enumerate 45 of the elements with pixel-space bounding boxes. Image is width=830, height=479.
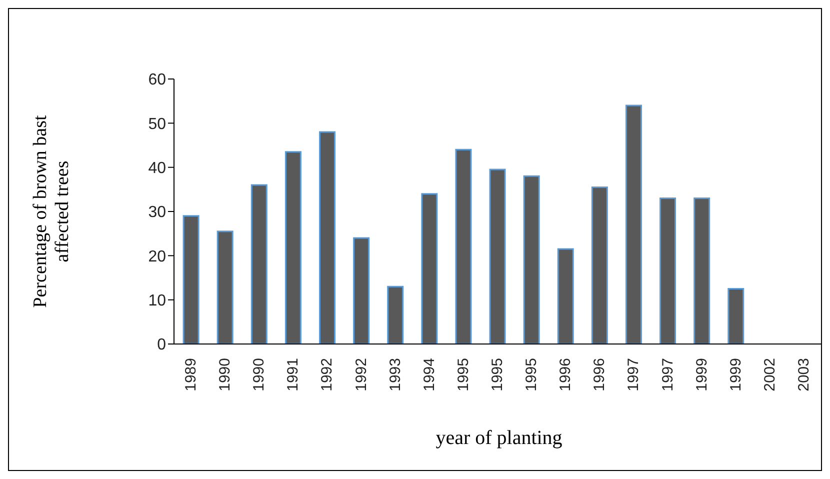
bar [591, 186, 608, 344]
bar [387, 286, 404, 344]
x-axis-title: year of planting [434, 427, 564, 450]
x-tick-label: 2003 [795, 358, 812, 392]
y-axis-title: Percentage of brown bast affected trees [30, 114, 73, 308]
x-tick-label: 1997 [625, 358, 642, 392]
x-tick-label: 1995 [489, 358, 506, 392]
bar [353, 237, 370, 344]
bar [284, 151, 302, 344]
x-tick-label: 1995 [523, 358, 540, 392]
x-tick-label: 1996 [591, 358, 608, 392]
bar [694, 198, 710, 344]
x-tick-label: 1996 [557, 358, 574, 392]
y-tick-label: 30 [148, 204, 166, 222]
bar [318, 131, 336, 344]
bar [250, 184, 268, 344]
x-tick-label: 1995 [454, 358, 472, 392]
x-tick-label: 1994 [420, 358, 438, 392]
x-tick-label: 1992 [352, 358, 370, 392]
x-tick-label: 1990 [216, 358, 234, 392]
bar [523, 175, 540, 344]
bar [625, 104, 642, 344]
bar [660, 198, 676, 344]
x-tick-label: 1990 [250, 358, 268, 392]
y-tick-label: 0 [157, 336, 166, 354]
x-tick-label: 1999 [727, 358, 744, 392]
x-tick-label: 1989 [182, 358, 200, 392]
y-tick-label: 40 [148, 160, 166, 178]
x-tick-label: 1997 [659, 358, 676, 392]
bar [557, 248, 574, 344]
y-tick-label: 50 [148, 116, 166, 133]
y-tick-label: 20 [148, 248, 166, 266]
bar [728, 288, 744, 344]
bar [455, 148, 472, 344]
x-tick-label: 2002 [761, 358, 778, 392]
x-tick-label: 1999 [693, 358, 710, 392]
bar [216, 230, 234, 344]
x-tick-label: 1991 [284, 358, 302, 392]
bar [421, 193, 438, 344]
y-tick-label: 60 [148, 72, 166, 89]
x-tick-label: 1993 [386, 358, 404, 392]
bar [489, 168, 506, 344]
bar [182, 215, 200, 344]
x-tick-label: 1992 [318, 358, 336, 392]
y-tick-label: 10 [148, 292, 166, 310]
